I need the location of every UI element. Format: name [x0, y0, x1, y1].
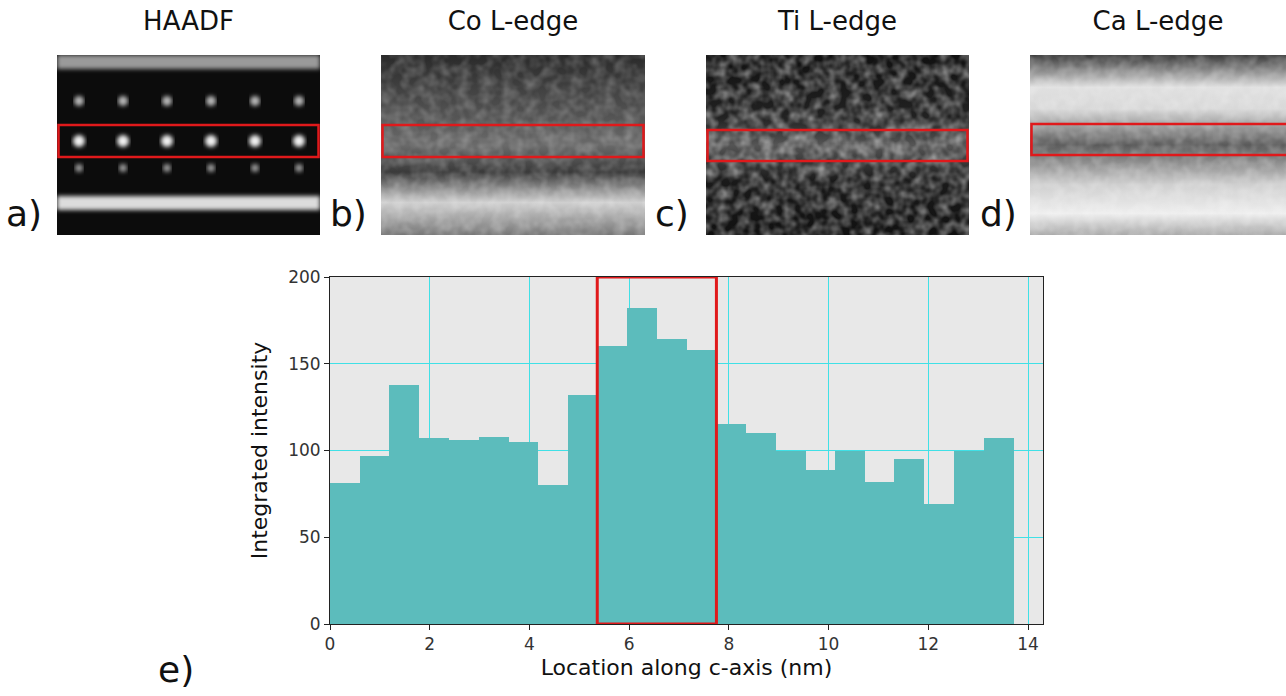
svg-text:150: 150 [288, 354, 320, 374]
html-text:e): e) [158, 649, 195, 690]
svg-text:10: 10 [818, 634, 840, 654]
html-text:HAADF: HAADF [143, 6, 234, 36]
svg-text:8: 8 [723, 634, 734, 654]
html-text:a): a) [6, 193, 43, 234]
svg-text:50: 50 [299, 527, 321, 547]
html-text:d): d) [980, 193, 1017, 234]
html-text:b): b) [330, 193, 367, 234]
svg-text:4: 4 [524, 634, 535, 654]
svg-text:2: 2 [424, 634, 435, 654]
html-text:c): c) [655, 193, 689, 234]
svg-text:Location along c-axis (nm): Location along c-axis (nm) [541, 655, 833, 680]
html-text:Co L-edge: Co L-edge [447, 6, 579, 36]
html-text:Ca L-edge: Ca L-edge [1092, 6, 1224, 36]
svg-text:0: 0 [325, 634, 336, 654]
svg-text:14: 14 [1017, 634, 1039, 654]
svg-text:Integrated intensity: Integrated intensity [247, 342, 272, 560]
svg-text:6: 6 [624, 634, 635, 654]
svg-text:0: 0 [310, 614, 321, 634]
svg-text:100: 100 [288, 440, 320, 460]
html-text:Ti L-edge: Ti L-edge [778, 6, 897, 36]
svg-text:200: 200 [288, 267, 320, 287]
svg-text:12: 12 [917, 634, 939, 654]
